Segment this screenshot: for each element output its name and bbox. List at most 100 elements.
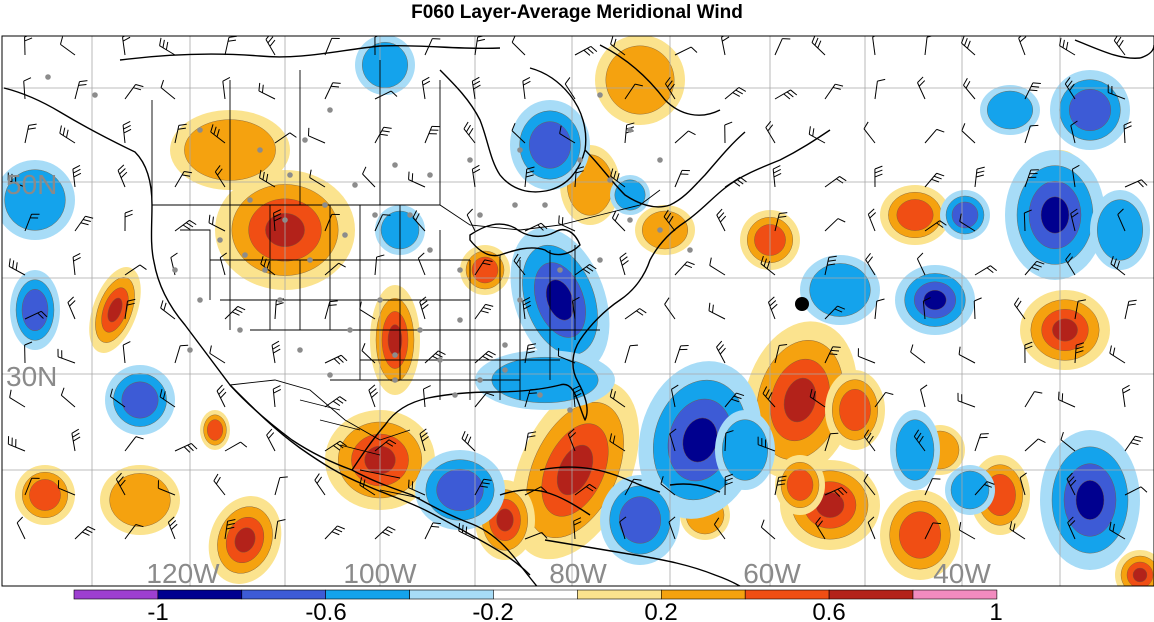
wind-barb <box>361 350 376 364</box>
wind-barb-feather <box>575 170 584 174</box>
wind-barb <box>609 396 626 408</box>
wind-barb <box>524 169 528 188</box>
station-dot <box>542 202 548 208</box>
wind-barb-feather <box>1038 438 1046 443</box>
wind-barb-feather <box>1019 472 1027 479</box>
wind-barb <box>961 42 976 56</box>
wind-barb <box>1124 435 1136 452</box>
negative-wind-contour <box>722 419 769 481</box>
wind-barb-feather <box>620 256 628 262</box>
wind-barb <box>811 42 826 56</box>
wind-barb-feather <box>961 36 965 44</box>
wind-barb <box>461 438 476 452</box>
wind-barb-feather <box>582 268 591 274</box>
negative-wind-contour <box>1068 88 1111 131</box>
wind-barb-feather <box>1016 300 1022 308</box>
wind-barb-feather <box>260 256 264 265</box>
labrador-coast <box>584 131 746 208</box>
wind-barb <box>474 478 485 496</box>
wind-barb-feather <box>733 395 742 400</box>
wind-barb-feather <box>537 224 544 231</box>
wind-barb-feather <box>959 213 962 222</box>
wind-barb-feather <box>513 253 519 262</box>
wind-barb <box>324 440 341 452</box>
wind-barb <box>558 222 576 232</box>
wind-barb <box>872 37 876 56</box>
wind-barb-feather <box>160 79 165 88</box>
wind-barb-feather <box>619 516 627 523</box>
wind-barb <box>122 125 126 144</box>
wind-barb-feather <box>1067 256 1074 264</box>
station-dot <box>187 347 193 353</box>
wind-barb-feather <box>488 350 496 356</box>
negative-wind-contour <box>950 470 990 510</box>
canada-provinces <box>151 60 441 205</box>
wind-barb-feather <box>769 300 777 307</box>
wind-barb-feather <box>779 212 788 215</box>
wind-barb <box>421 81 426 100</box>
wind-barb-feather <box>668 516 676 523</box>
wind-barb <box>874 81 878 100</box>
wind-barb-feather <box>163 302 167 311</box>
arctic-islands <box>119 44 721 116</box>
wind-barb <box>374 90 392 100</box>
wind-barb <box>724 432 727 452</box>
wind-barb-feather <box>330 85 340 88</box>
wind-barb-feather <box>1032 82 1041 85</box>
wind-barb-feather <box>277 519 286 522</box>
wind-barb <box>1014 304 1026 320</box>
wind-barb <box>865 259 876 276</box>
wind-barb <box>324 525 338 540</box>
wind-barb <box>115 478 126 496</box>
wind-barb <box>522 81 526 100</box>
wind-barb <box>824 176 840 188</box>
wind-barb-feather <box>610 168 614 177</box>
wind-barb-feather <box>773 169 781 174</box>
wind-barb <box>1110 263 1126 276</box>
colorbar-box <box>241 589 327 600</box>
wind-barb-feather <box>527 435 536 438</box>
wind-barb-feather <box>332 82 341 84</box>
wind-barb <box>511 41 526 56</box>
wind-barb-feather <box>123 124 131 130</box>
wind-barb-feather <box>80 222 89 226</box>
wind-barb-feather <box>337 525 345 530</box>
wind-barb <box>124 264 141 276</box>
wind-barb <box>1074 345 1077 364</box>
lat-label-30n: 30N <box>6 361 57 392</box>
wind-barb-feather <box>109 388 113 397</box>
station-dot <box>302 137 308 143</box>
wind-barb-feather <box>616 173 620 182</box>
wind-barb-feather <box>668 215 674 224</box>
wind-barb <box>266 434 276 452</box>
wind-barb-feather <box>868 435 874 444</box>
wind-barb-feather <box>1062 39 1065 48</box>
wind-barb-feather <box>586 266 594 272</box>
wind-barb-feather <box>23 77 32 82</box>
wind-barb-feather <box>1012 523 1016 532</box>
wind-barb <box>674 46 692 56</box>
wind-barb <box>1066 478 1076 496</box>
wind-barb-feather <box>265 173 269 182</box>
wind-barb-feather <box>359 477 363 486</box>
wind-barb <box>458 530 476 540</box>
colorbar-box <box>660 589 746 600</box>
wind-barb <box>720 37 726 56</box>
wind-barb <box>67 302 76 320</box>
wind-barb <box>374 526 389 540</box>
station-dot <box>627 127 633 133</box>
wind-barb-feather <box>215 476 221 485</box>
wind-barb-feather <box>139 264 147 270</box>
wind-barb-feather <box>8 258 11 267</box>
wind-barb-feather <box>1070 120 1078 126</box>
wind-barb-feather <box>724 481 733 486</box>
wind-barb-feather <box>885 391 894 396</box>
wind-barb <box>824 305 838 320</box>
wind-barb <box>760 263 776 276</box>
wind-barb-feather <box>990 265 998 272</box>
lon-label-120w: 120W <box>146 558 220 589</box>
wind-barb <box>474 392 487 408</box>
wind-barb-feather <box>828 255 837 258</box>
wind-barb <box>709 265 726 276</box>
wind-barb-feather <box>918 80 926 87</box>
